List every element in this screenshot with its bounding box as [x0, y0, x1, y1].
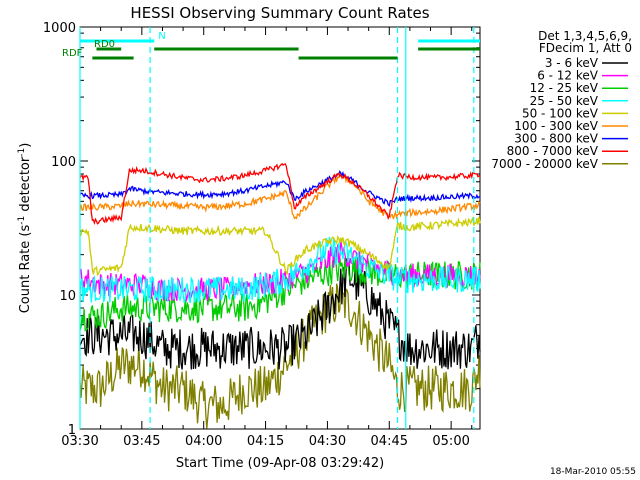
timestamp: 18-Mar-2010 05:55: [550, 467, 636, 477]
legend-header-line-1: Det 1,3,4,5,6,9,: [538, 29, 632, 43]
series-line: [79, 236, 481, 304]
legend-header-line-2: FDecim 1, Att 0: [539, 41, 632, 55]
y-axis-label: Count Rate (s-1 detector-1): [17, 143, 33, 314]
state-bars: N RD0 RDF: [62, 31, 480, 60]
legend-label: 25 - 50 keV: [530, 94, 599, 108]
x-tick-label: 04:45: [371, 434, 408, 449]
x-tick-label: 04:00: [185, 434, 222, 449]
y-tick-label: 100: [51, 155, 76, 170]
series-line: [79, 283, 481, 429]
series-line: [79, 256, 481, 332]
x-tick-label: 04:30: [309, 434, 346, 449]
x-tick-label: 04:15: [247, 434, 284, 449]
legend-label: 100 - 300 keV: [514, 119, 598, 133]
x-tick-label: 03:30: [61, 434, 98, 449]
legend-label: 7000 - 20000 keV: [491, 157, 598, 171]
legend-label: 3 - 6 keV: [545, 56, 599, 70]
legend-label: 50 - 100 keV: [522, 106, 599, 120]
legend-label: 800 - 7000 keV: [507, 144, 599, 158]
series-line: [79, 162, 481, 226]
series-layer: [79, 162, 481, 429]
y-tick-label: 1000: [43, 21, 76, 36]
y-tick-label: 10: [59, 289, 76, 304]
legend-label: 6 - 12 keV: [537, 69, 599, 83]
state-bar-label: RDF: [62, 48, 83, 59]
x-tick-label: 05:00: [432, 434, 469, 449]
series-line: [79, 171, 481, 220]
state-vlines: [79, 27, 475, 429]
series-line: [79, 258, 481, 370]
state-bar-label: N: [158, 31, 165, 42]
chart-title: HESSI Observing Summary Count Rates: [130, 4, 429, 22]
x-axis-label: Start Time (09-Apr-08 03:29:42): [176, 456, 384, 471]
series-line: [79, 215, 481, 277]
x-tick-label: 03:45: [123, 434, 160, 449]
legend-label: 300 - 800 keV: [514, 132, 598, 146]
state-bar-label: RD0: [94, 39, 115, 50]
y-tick-label: 1: [68, 423, 76, 438]
legend-label: 12 - 25 keV: [530, 81, 599, 95]
legend: Det 1,3,4,5,6,9, FDecim 1, Att 0 3 - 6 k…: [491, 29, 632, 171]
axis-ticks: 03:30 03:45 04:00 04:15 04:30 04:45 05:00 1 10 10…: [43, 21, 480, 449]
series-line: [79, 170, 481, 208]
